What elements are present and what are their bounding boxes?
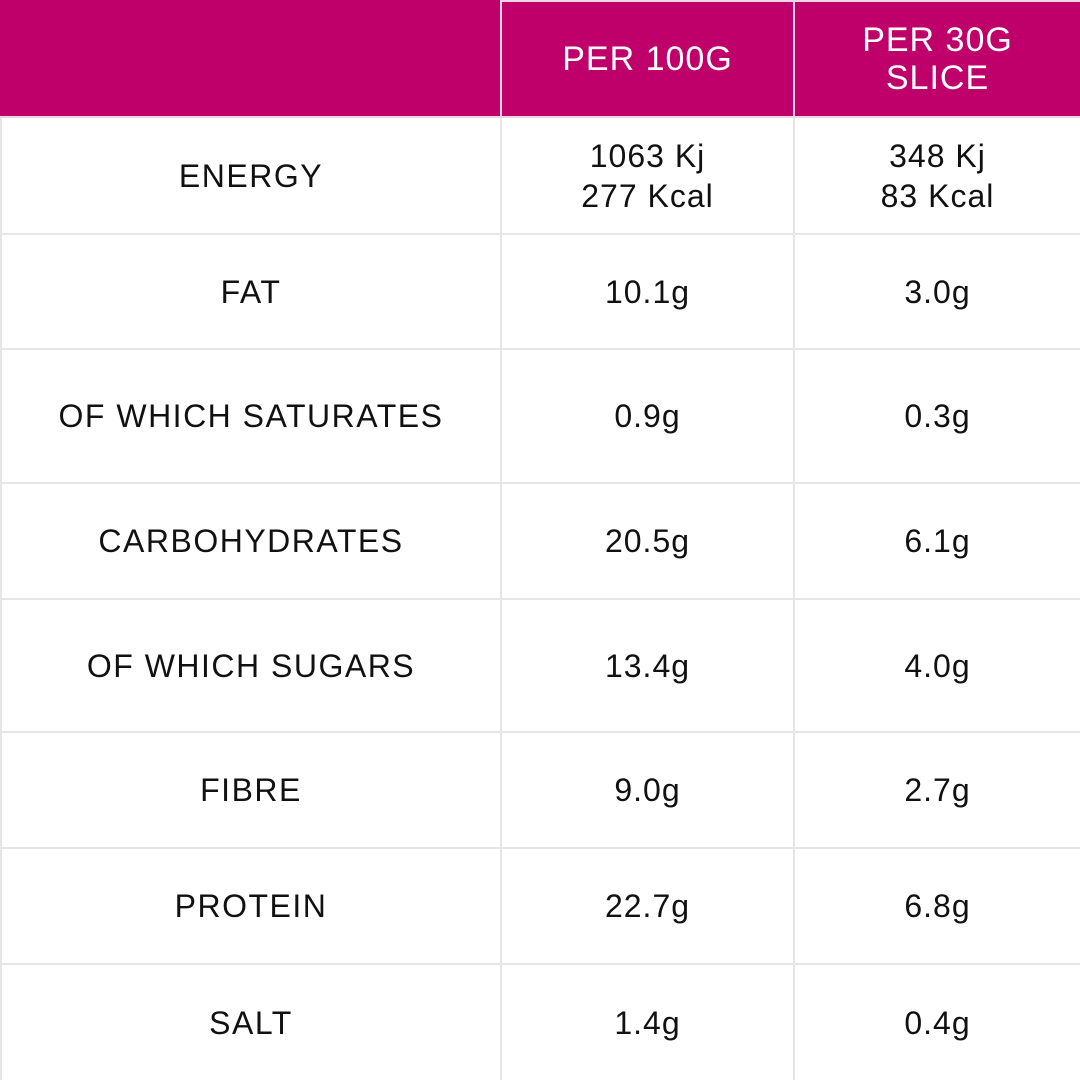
header-per-30g-line-2: SLICE xyxy=(885,59,990,97)
header-per-100g-line: PER 100G xyxy=(562,40,733,78)
value-fat-per-100g: 10.1g xyxy=(500,233,795,350)
row-label-fat: FAT xyxy=(0,233,502,350)
value-fat-per-slice: 3.0g xyxy=(793,233,1080,350)
table-row-energy: ENERGY 1063 Kj 277 Kcal 348 Kj 83 Kcal xyxy=(0,116,1080,235)
row-label-salt: SALT xyxy=(0,963,502,1080)
table-row-sugars: OF WHICH SUGARS 13.4g 4.0g xyxy=(0,598,1080,733)
value-sugars-per-100g: 13.4g xyxy=(500,598,795,733)
value-energy-per-slice: 348 Kj 83 Kcal xyxy=(793,116,1080,235)
table-header-row: PER 100G PER 30G SLICE xyxy=(0,0,1080,118)
value-carbohydrates-per-100g: 20.5g xyxy=(500,482,795,600)
value-protein-per-slice: 6.8g xyxy=(793,847,1080,965)
value-salt-per-100g: 1.4g xyxy=(500,963,795,1080)
table-row-fibre: FIBRE 9.0g 2.7g xyxy=(0,731,1080,849)
value-sugars-per-slice: 4.0g xyxy=(793,598,1080,733)
value-energy-per-slice-kj: 348 Kj xyxy=(889,137,986,174)
value-saturates-per-slice: 0.3g xyxy=(793,348,1080,484)
table-row-saturates: OF WHICH SATURATES 0.9g 0.3g xyxy=(0,348,1080,484)
value-energy-per-100g: 1063 Kj 277 Kcal xyxy=(500,116,795,235)
value-fibre-per-slice: 2.7g xyxy=(793,731,1080,849)
value-energy-per-100g-kcal: 277 Kcal xyxy=(581,177,714,214)
table-row-protein: PROTEIN 22.7g 6.8g xyxy=(0,847,1080,965)
value-carbohydrates-per-slice: 6.1g xyxy=(793,482,1080,600)
value-saturates-per-100g: 0.9g xyxy=(500,348,795,484)
value-energy-per-100g-kj: 1063 Kj xyxy=(589,137,706,174)
value-salt-per-slice: 0.4g xyxy=(793,963,1080,1080)
value-protein-per-100g: 22.7g xyxy=(500,847,795,965)
table-row-carbohydrates: CARBOHYDRATES 20.5g 6.1g xyxy=(0,482,1080,600)
row-label-sugars: OF WHICH SUGARS xyxy=(0,598,502,733)
table-row-fat: FAT 10.1g 3.0g xyxy=(0,233,1080,350)
header-per-100g: PER 100G xyxy=(500,0,795,118)
row-label-saturates: OF WHICH SATURATES xyxy=(0,348,502,484)
row-label-fibre: FIBRE xyxy=(0,731,502,849)
row-label-protein: PROTEIN xyxy=(0,847,502,965)
header-blank-cell xyxy=(0,0,502,118)
value-energy-per-slice-kcal: 83 Kcal xyxy=(880,177,995,214)
table-row-salt: SALT 1.4g 0.4g xyxy=(0,963,1080,1080)
header-per-30g-line-1: PER 30G xyxy=(862,21,1013,59)
row-label-energy: ENERGY xyxy=(0,116,502,235)
header-per-30g-slice: PER 30G SLICE xyxy=(793,0,1080,118)
row-label-carbohydrates: CARBOHYDRATES xyxy=(0,482,502,600)
value-fibre-per-100g: 9.0g xyxy=(500,731,795,849)
